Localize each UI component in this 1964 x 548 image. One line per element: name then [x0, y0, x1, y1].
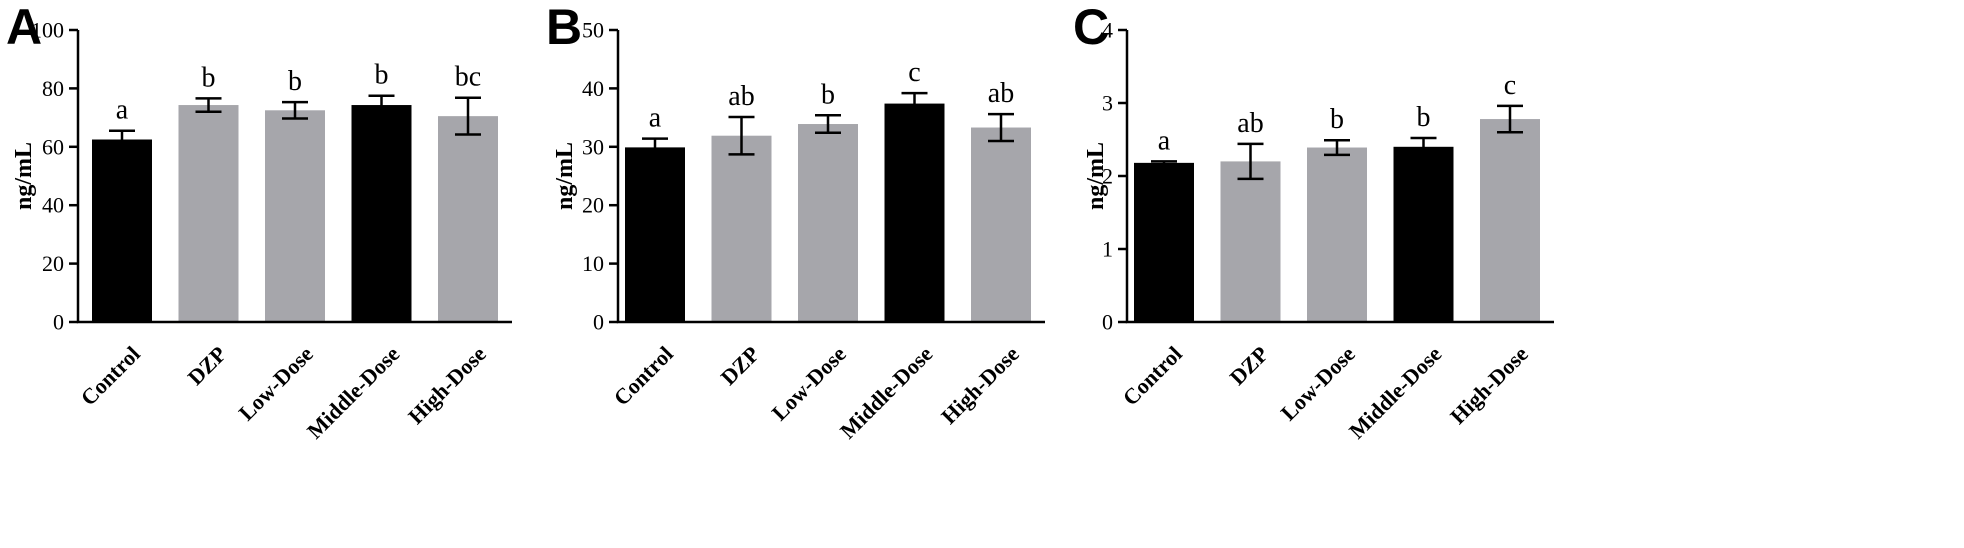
error-bar [1237, 142, 1264, 181]
error-bar [728, 115, 755, 156]
bar-middle-dose [884, 103, 945, 322]
error-bar [642, 137, 668, 158]
error-bar [109, 129, 135, 150]
y-tick-label: 10 [582, 251, 604, 276]
error-bar [455, 96, 481, 136]
error-bar [195, 97, 222, 114]
significance-label: c [1504, 70, 1516, 101]
bar-low-dose [1307, 147, 1367, 322]
panel-letter: C [1073, 0, 1109, 55]
panel-c: Cng/mL a Control ab DZP b Low-Dose b Middle-Dose… [1073, 0, 1554, 444]
y-tick-label: 50 [582, 18, 604, 43]
significance-label: bc [455, 62, 481, 93]
x-tick-label: Middle-Dose [835, 341, 938, 444]
bar-dzp [178, 105, 239, 322]
y-tick-label: 80 [42, 76, 64, 101]
significance-label: b [202, 62, 216, 93]
x-tick-label: Control [1118, 341, 1187, 410]
y-tick-label: 2 [1102, 164, 1113, 189]
y-tick-label: 0 [593, 310, 604, 335]
bar-low-dose [265, 110, 325, 322]
bar-dzp [711, 135, 772, 322]
significance-label: c [908, 57, 920, 88]
x-tick-label: High-Dose [1445, 341, 1533, 429]
y-tick-label: 60 [42, 134, 64, 159]
error-bar [1410, 136, 1437, 157]
significance-label: b [375, 60, 389, 91]
panel-letter: B [546, 0, 582, 55]
significance-label: b [1330, 104, 1344, 135]
significance-label: ab [1237, 108, 1263, 139]
significance-label: b [821, 79, 835, 110]
error-bar [282, 100, 308, 120]
bar-control [1134, 162, 1194, 322]
panel-b: Bng/mL a Control ab DZP b Low-Dose c Middle-Dose… [546, 0, 1045, 444]
y-tick-label: 0 [1102, 310, 1113, 335]
bar-control [92, 139, 152, 322]
x-tick-label: Middle-Dose [1344, 341, 1447, 444]
panel-a: Ang/mL a Control b DZP b Low-Dose b Middle-Dose b… [6, 0, 512, 444]
error-bar [368, 94, 395, 116]
x-tick-label: DZP [183, 341, 232, 390]
y-axis-label: ng/mL [552, 142, 578, 210]
panel-letter: A [6, 0, 42, 55]
x-tick-label: Low-Dose [767, 341, 851, 425]
y-axis-label: ng/mL [1083, 142, 1109, 210]
significance-label: b [288, 66, 302, 97]
error-bar [1497, 104, 1523, 134]
significance-label: b [1417, 102, 1431, 133]
error-bar [901, 91, 928, 116]
x-tick-label: Middle-Dose [302, 341, 405, 444]
bar-middle-dose [1393, 146, 1454, 322]
bar-high-dose [1480, 119, 1540, 322]
y-tick-label: 100 [31, 18, 64, 43]
x-tick-label: Low-Dose [1276, 341, 1360, 425]
error-bar [815, 114, 841, 135]
bar-dzp [1220, 161, 1281, 322]
x-tick-label: High-Dose [936, 341, 1024, 429]
y-axis-label: ng/mL [11, 142, 37, 210]
significance-label: ab [988, 78, 1014, 109]
y-tick-label: 30 [582, 134, 604, 159]
x-tick-label: Low-Dose [234, 341, 318, 425]
error-bar [1324, 138, 1350, 157]
significance-label: a [649, 103, 662, 134]
x-tick-label: DZP [716, 341, 765, 390]
significance-label: a [116, 95, 129, 126]
significance-label: ab [728, 81, 754, 112]
y-tick-label: 3 [1102, 91, 1113, 116]
bar-middle-dose [351, 105, 412, 322]
significance-label: a [1158, 125, 1171, 156]
x-tick-label: Control [76, 341, 145, 410]
bar-high-dose [438, 116, 498, 322]
y-tick-label: 20 [582, 193, 604, 218]
y-tick-label: 40 [582, 76, 604, 101]
y-tick-label: 4 [1102, 18, 1113, 43]
y-tick-label: 0 [53, 310, 64, 335]
y-tick-label: 20 [42, 251, 64, 276]
x-tick-label: Control [609, 341, 678, 410]
bar-low-dose [798, 124, 858, 322]
x-tick-label: High-Dose [403, 341, 491, 429]
x-tick-label: DZP [1225, 341, 1274, 390]
y-tick-label: 40 [42, 193, 64, 218]
error-bar [988, 112, 1014, 143]
y-tick-label: 1 [1102, 237, 1113, 262]
bar-high-dose [971, 127, 1031, 322]
bar-control [625, 147, 685, 322]
error-bar [1151, 160, 1177, 166]
